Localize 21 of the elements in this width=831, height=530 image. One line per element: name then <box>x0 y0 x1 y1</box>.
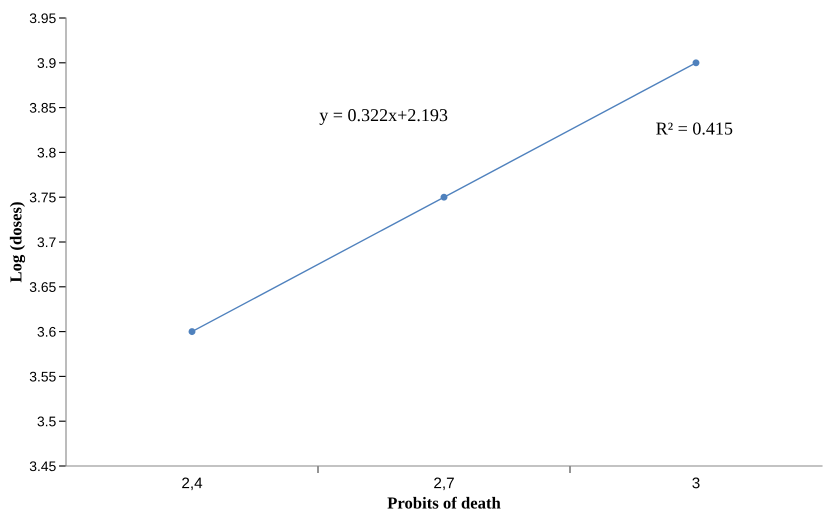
point <box>692 59 700 66</box>
y-tick-label: 3.45 <box>30 461 56 472</box>
point <box>440 194 448 201</box>
x-axis-title: Probits of death <box>387 496 501 509</box>
y-tick-label: 3.5 <box>38 416 56 426</box>
y-tick-label: 3.85 <box>30 102 56 113</box>
y-tick-label: 3.9 <box>38 58 56 68</box>
y-tick-label: 3.65 <box>30 282 56 292</box>
y-tick-label: 3.7 <box>38 237 56 248</box>
annotation: R² = 0.415 <box>656 122 732 135</box>
y-tick-label: 3.75 <box>30 192 56 202</box>
annotation: y = 0.322x+2.193 <box>319 109 448 125</box>
x-tick-label: 2,7 <box>434 478 454 490</box>
y-tick-label: 3.8 <box>38 148 56 158</box>
y-tick-label: 3.6 <box>38 326 56 337</box>
point <box>188 328 196 336</box>
y-tick-label: 3.95 <box>30 13 56 24</box>
y-axis-title: Log (doses) <box>10 202 26 282</box>
x-tick-label: 2,4 <box>182 478 202 490</box>
x-tick-label: 3 <box>692 478 700 488</box>
y-tick-label: 3.55 <box>30 372 56 382</box>
